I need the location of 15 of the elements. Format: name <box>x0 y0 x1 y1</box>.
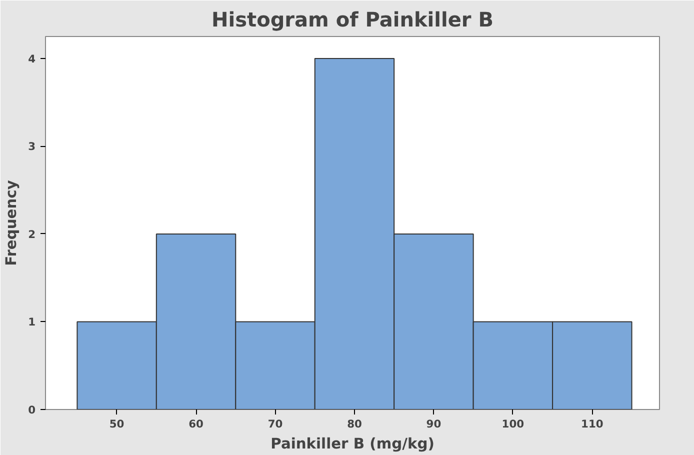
x-tick-label: 50 <box>109 418 124 430</box>
x-tick-label: 110 <box>581 418 604 430</box>
y-tick-label: 4 <box>28 52 36 66</box>
y-axis-title: Frequency <box>3 180 20 266</box>
x-tick-label: 80 <box>347 418 362 430</box>
y-tick-label: 0 <box>28 404 36 416</box>
x-tick-label: 60 <box>188 418 204 430</box>
x-tick-label: 100 <box>502 418 524 430</box>
y-tick-label: 3 <box>28 140 36 154</box>
y-tick-label: 1 <box>28 316 36 329</box>
x-tick-label: 90 <box>426 418 442 430</box>
x-axis-title: Painkiller B (mg/kg) <box>270 436 434 452</box>
x-tick-label: 70 <box>268 418 283 430</box>
y-tick-label: 2 <box>28 228 36 241</box>
chart-title: Histogram of Painkiller B <box>212 8 494 32</box>
